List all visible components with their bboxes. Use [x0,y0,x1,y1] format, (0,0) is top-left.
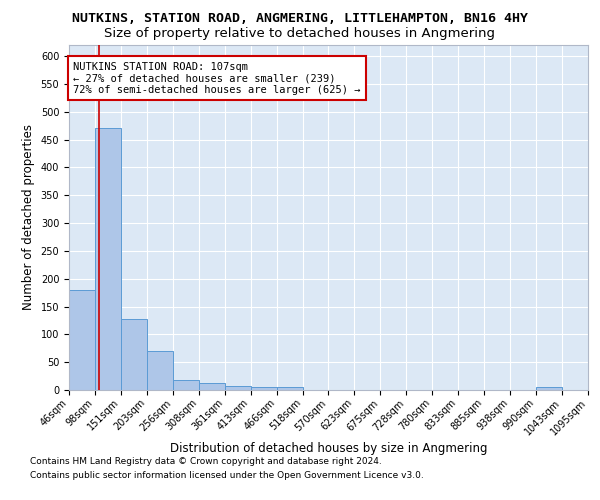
Y-axis label: Number of detached properties: Number of detached properties [22,124,35,310]
Text: Contains public sector information licensed under the Open Government Licence v3: Contains public sector information licen… [30,471,424,480]
Text: Contains HM Land Registry data © Crown copyright and database right 2024.: Contains HM Land Registry data © Crown c… [30,458,382,466]
Bar [277,387,302,390]
Text: NUTKINS STATION ROAD: 107sqm
← 27% of detached houses are smaller (239)
72% of s: NUTKINS STATION ROAD: 107sqm ← 27% of de… [73,62,361,95]
Bar [69,290,95,390]
Bar [95,128,121,390]
Bar [536,387,562,390]
Bar [225,386,251,390]
Text: Size of property relative to detached houses in Angmering: Size of property relative to detached ho… [104,28,496,40]
X-axis label: Distribution of detached houses by size in Angmering: Distribution of detached houses by size … [170,442,487,456]
Bar [199,384,225,390]
Text: NUTKINS, STATION ROAD, ANGMERING, LITTLEHAMPTON, BN16 4HY: NUTKINS, STATION ROAD, ANGMERING, LITTLE… [72,12,528,26]
Bar [146,351,173,390]
Bar [121,319,146,390]
Bar [173,380,199,390]
Bar [251,387,277,390]
